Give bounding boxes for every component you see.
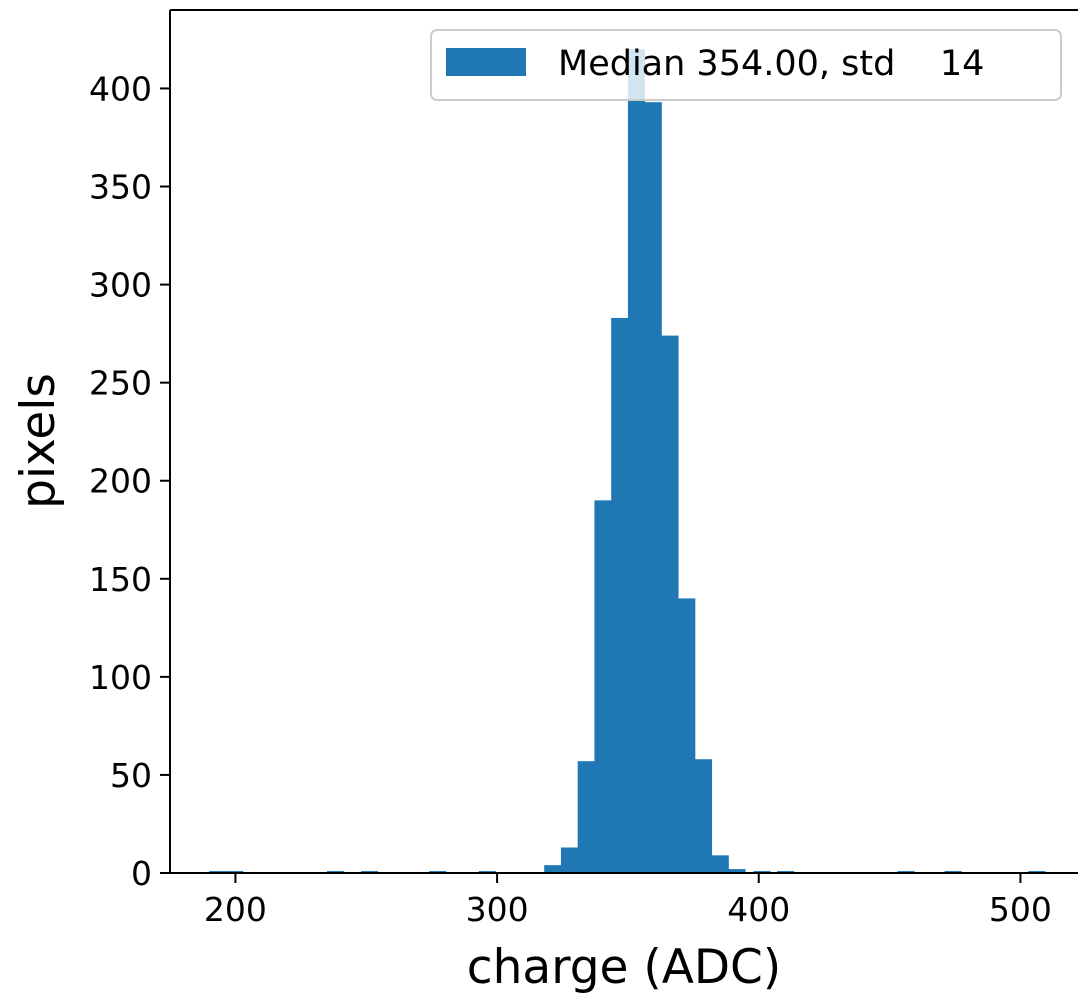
y-tick-label: 250: [89, 364, 152, 403]
x-tick-label: 200: [204, 890, 267, 929]
histogram-bar: [678, 598, 696, 873]
histogram-bar: [661, 335, 679, 874]
y-tick-label: 300: [89, 266, 152, 305]
histogram-bar: [644, 102, 662, 874]
x-ticks: 200 300 400 500: [204, 873, 1052, 929]
histogram-bars: [209, 49, 1046, 874]
y-ticks: 0 50 100 150 200 250 300 350 400: [89, 69, 170, 893]
y-tick-label: 400: [89, 69, 152, 108]
x-tick-label: 300: [466, 890, 529, 929]
x-tick-label: 500: [989, 890, 1052, 929]
histogram-bar: [728, 869, 746, 873]
x-tick-label: 400: [727, 890, 790, 929]
y-tick-label: 0: [131, 854, 152, 893]
legend: Median 354.00, std 14: [430, 29, 1062, 101]
legend-label: Median 354.00, std 14: [558, 44, 984, 84]
y-tick-label: 150: [89, 560, 152, 599]
legend-frame: [430, 29, 1062, 101]
y-tick-label: 50: [110, 756, 152, 795]
histogram-bar: [711, 855, 729, 873]
legend-swatch: [446, 48, 526, 76]
y-tick-label: 350: [89, 168, 152, 207]
histogram-bar: [611, 317, 629, 873]
y-tick-label: 200: [89, 462, 152, 501]
histogram-bar: [544, 865, 562, 873]
axes: [169, 9, 1078, 874]
histogram-bar: [560, 847, 579, 873]
histogram-bar: [694, 759, 713, 873]
histogram-bar: [577, 761, 595, 873]
y-tick-label: 100: [89, 658, 152, 697]
histogram-bar: [627, 49, 646, 874]
y-axis-label: pixels: [11, 373, 66, 509]
histogram-bar: [594, 500, 612, 873]
x-axis-label: charge (ADC): [467, 940, 781, 995]
